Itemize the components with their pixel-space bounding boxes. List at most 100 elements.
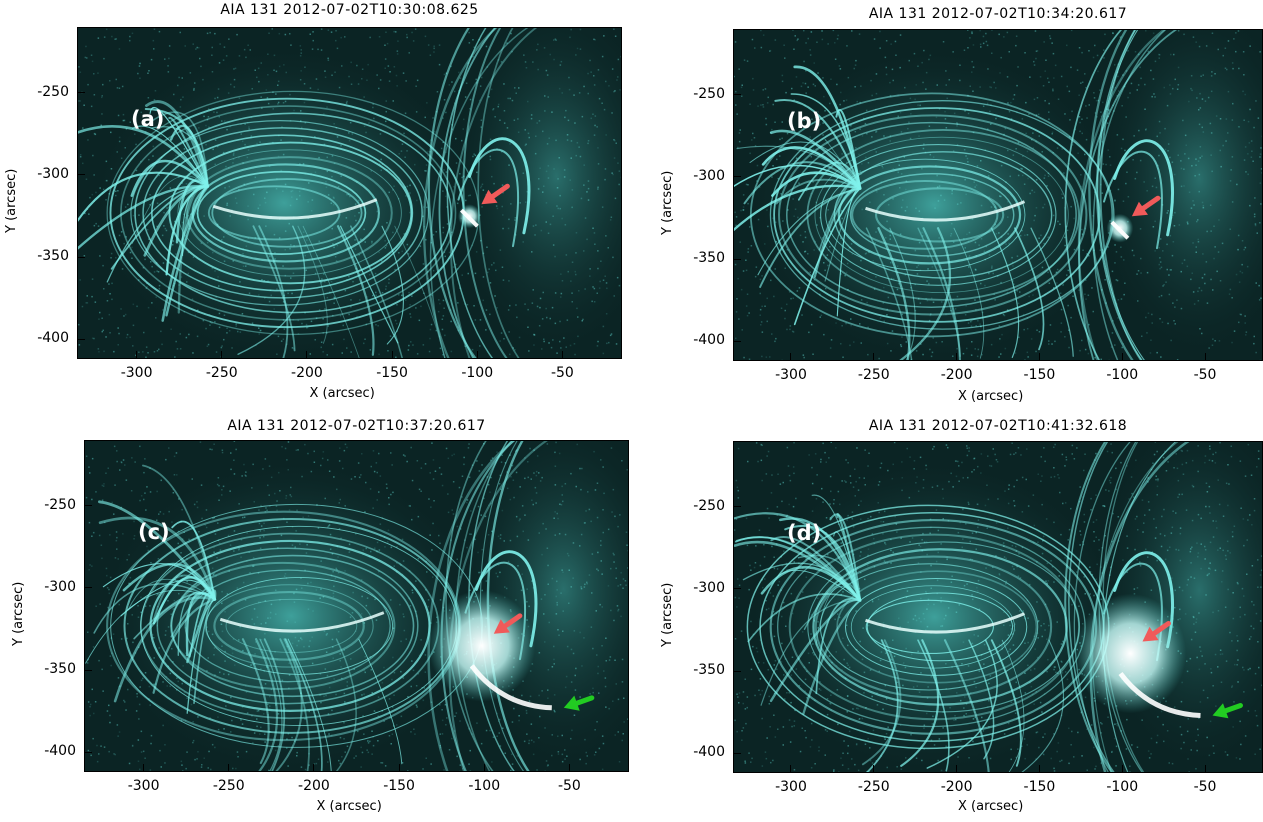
y-tick <box>733 94 741 96</box>
x-axis-title: X (arcsec) <box>958 389 1024 404</box>
y-tick-label: -250 <box>693 497 725 514</box>
x-tick-label: -300 <box>120 365 153 381</box>
x-tick <box>306 351 308 359</box>
x-tick <box>1121 765 1123 773</box>
x-tick-label: -50 <box>1193 779 1217 795</box>
x-tick <box>476 351 478 359</box>
y-tick <box>77 92 85 94</box>
panel-label: (c) <box>138 520 170 544</box>
y-axis-title: Y (arcsec) <box>660 582 675 647</box>
y-axis-title: Y (arcsec) <box>11 581 26 646</box>
y-tick-label: -250 <box>44 496 76 513</box>
x-tick-label: -50 <box>1193 367 1217 383</box>
red-arrow <box>481 183 510 205</box>
x-tick <box>1038 353 1040 361</box>
green-arrow <box>563 695 595 711</box>
x-tick <box>483 764 485 772</box>
y-tick <box>77 338 85 340</box>
x-tick-label: -250 <box>212 778 245 794</box>
bright-core-loop <box>219 611 385 633</box>
panel-title: AIA 131 2012-07-02T10:37:20.617 <box>227 418 486 434</box>
x-tick <box>391 351 393 359</box>
x-tick-label: -150 <box>1023 367 1056 383</box>
x-tick-label: -300 <box>127 778 160 794</box>
x-tick <box>221 351 223 359</box>
x-tick <box>790 765 792 773</box>
y-tick-label: -400 <box>37 330 69 347</box>
y-tick-label: -400 <box>693 744 725 761</box>
flare-ribbon <box>469 664 552 711</box>
green-arrow <box>1212 702 1243 719</box>
y-tick <box>84 587 92 589</box>
flare-ribbon <box>1110 220 1130 240</box>
y-tick <box>733 588 741 590</box>
y-tick <box>733 340 741 342</box>
flare-ribbon <box>459 208 479 228</box>
x-tick <box>1038 765 1040 773</box>
bright-core-loop <box>865 200 1026 222</box>
x-tick <box>398 764 400 772</box>
x-tick <box>136 351 138 359</box>
y-axis-title: Y (arcsec) <box>660 170 675 235</box>
panel-title: AIA 131 2012-07-02T10:30:08.625 <box>220 2 479 18</box>
panel-title: AIA 131 2012-07-02T10:41:32.618 <box>868 418 1128 434</box>
x-tick-label: -100 <box>1106 779 1139 795</box>
y-tick <box>733 258 741 260</box>
y-tick <box>733 176 741 178</box>
x-tick-label: -200 <box>940 779 973 795</box>
x-tick-label: -250 <box>857 779 890 795</box>
y-tick-label: -300 <box>693 579 725 596</box>
y-tick-label: -350 <box>693 662 725 679</box>
x-tick <box>1204 765 1206 773</box>
x-tick <box>561 351 563 359</box>
x-tick-label: -250 <box>857 367 890 383</box>
x-tick <box>228 764 230 772</box>
y-tick-label: -300 <box>693 167 725 184</box>
active-region-glow <box>743 457 1126 773</box>
x-tick-label: -100 <box>461 365 494 381</box>
flare-kernel <box>1074 593 1187 714</box>
noise-speckle <box>733 29 1263 361</box>
y-tick <box>733 506 741 508</box>
y-tick-label: -350 <box>693 250 725 267</box>
y-tick-label: -300 <box>44 578 76 595</box>
x-tick-label: -100 <box>1106 367 1139 383</box>
x-tick <box>873 353 875 361</box>
coronal-loops <box>77 27 539 359</box>
panel-title: AIA 131 2012-07-02T10:34:20.617 <box>868 6 1128 22</box>
y-tick <box>84 505 92 507</box>
y-tick-label: -400 <box>693 332 725 349</box>
x-tick-label: -250 <box>205 365 238 381</box>
x-tick-label: -300 <box>775 367 807 383</box>
x-tick <box>313 764 315 772</box>
aia-131-image <box>84 440 629 772</box>
y-tick-label: -350 <box>44 661 76 678</box>
red-arrow <box>1142 620 1171 642</box>
active-region-glow <box>94 456 488 772</box>
x-tick <box>1204 353 1206 361</box>
y-tick-label: -250 <box>693 85 725 102</box>
bright-core-loop <box>865 612 1026 634</box>
y-tick-label: -300 <box>37 165 69 182</box>
y-tick <box>84 751 92 753</box>
x-tick <box>143 764 145 772</box>
x-tick <box>568 764 570 772</box>
x-axis-title: X (arcsec) <box>316 799 382 814</box>
x-axis-title: X (arcsec) <box>309 386 375 401</box>
x-tick <box>1121 353 1123 361</box>
east-loop-glow <box>447 27 622 359</box>
panel-label: (b) <box>787 109 822 133</box>
flare-ribbon <box>1118 671 1201 718</box>
x-tick-label: -150 <box>1023 779 1056 795</box>
y-axis-title: Y (arcsec) <box>4 168 19 233</box>
x-axis-title: X (arcsec) <box>958 799 1024 814</box>
y-tick <box>84 669 92 671</box>
aia-131-image <box>733 29 1263 361</box>
x-tick <box>873 765 875 773</box>
red-arrow <box>493 613 523 634</box>
y-tick-label: -400 <box>44 743 76 760</box>
panel-label: (d) <box>787 521 822 545</box>
y-tick <box>77 174 85 176</box>
x-tick <box>956 765 958 773</box>
east-loop-glow <box>1093 29 1263 361</box>
